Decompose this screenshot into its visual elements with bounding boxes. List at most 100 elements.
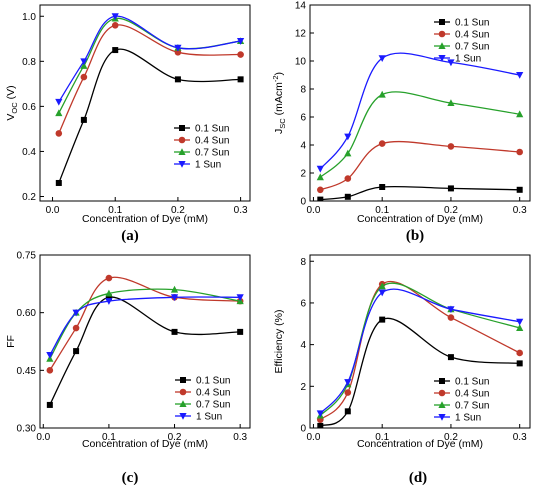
- y-tick-label: 2: [300, 382, 306, 393]
- series-0-7-sun-marker-4: [516, 324, 524, 331]
- series-1-sun-marker-2: [105, 298, 113, 305]
- series-0-7-sun: [55, 14, 245, 117]
- series-0-1-sun-marker-2: [379, 184, 386, 190]
- x-tick-label: 0.1: [102, 432, 116, 443]
- legend-0-4-sun-marker-0: [438, 389, 446, 397]
- legend-label-0-1-sun: 0.1 Sun: [195, 124, 229, 135]
- chart-panel-3: 0.0 0.1 0.2 0.3 0 2 4 6 8 Concentration of Dye (m…: [273, 254, 531, 486]
- chart-panel-1: 0.0 0.1 0.2 0.3 0 2 4 6 8 10 12 14 Concentration of …: [271, 1, 531, 244]
- legend-0-4-sun-marker-0: [438, 30, 446, 38]
- x-tick-label: 0.2: [444, 205, 458, 216]
- series-1-sun: [46, 294, 244, 359]
- series-1-sun-marker-1: [80, 58, 88, 66]
- x-tick-label: 0.3: [513, 205, 527, 216]
- series-1-sun-marker-1: [72, 309, 80, 317]
- series-0-7-sun-marker-2: [378, 282, 386, 290]
- series-0-1-sun-marker-2: [105, 294, 112, 301]
- series-0-4-sun-marker-1: [344, 389, 352, 396]
- y-tick-label: 1.0: [22, 12, 36, 23]
- legend-label-0-7-sun: 0.7 Sun: [196, 400, 230, 411]
- legend-label-0-7-sun: 0.7 Sun: [195, 148, 229, 159]
- y-tick-label: 8: [300, 257, 306, 268]
- y-tick-label: 6: [300, 113, 306, 124]
- series-0-1-sun-marker-3: [174, 76, 181, 83]
- series-0-7-sun-line: [319, 282, 520, 416]
- x-tick-label: 0.3: [513, 432, 527, 443]
- series-0-1-sun-marker-2: [112, 47, 119, 54]
- legend-1-sun-marker-0: [179, 413, 187, 420]
- series-0-4-sun-marker-4: [516, 349, 523, 357]
- series-1-sun-marker-3: [447, 59, 455, 67]
- legend-0-4-sun-marker-0: [178, 136, 186, 144]
- series-1-sun-marker-3: [170, 294, 179, 302]
- y-tick-label: 0.2: [22, 192, 36, 203]
- series-1-sun: [316, 288, 524, 418]
- x-axis-title: Concentration of Dye (mM): [82, 438, 208, 450]
- x-tick-label: 0.2: [171, 205, 185, 216]
- series-0-1-sun-marker-1: [80, 116, 87, 123]
- panel-caption: (d): [409, 470, 427, 486]
- series-1-sun: [55, 13, 245, 106]
- legend-label-0-1-sun: 0.1 Sun: [455, 377, 489, 388]
- series-1-sun-marker-2: [378, 55, 386, 62]
- x-tick-label: 0.1: [108, 205, 122, 216]
- series-1-sun-marker-1: [344, 133, 352, 141]
- series-0-7-sun-marker-1: [80, 62, 88, 69]
- series-1-sun-marker-4: [236, 294, 244, 302]
- y-tick-label: 10: [295, 57, 307, 68]
- series-0-1-sun-marker-0: [55, 179, 62, 186]
- chart-panel-0: 0.0 0.1 0.2 0.3 0.2 0.4 0.6 0.8 1.0 Concentration…: [5, 4, 251, 244]
- series-0-7-sun-marker-1: [344, 149, 352, 157]
- series-1-sun-marker-2: [378, 289, 386, 297]
- x-tick-label: 0.0: [306, 205, 320, 216]
- series-1-sun-marker-3: [447, 306, 455, 313]
- y-tick-label: 0.6: [22, 102, 36, 113]
- x-tick-label: 0.2: [444, 432, 458, 443]
- legend-0-7-sun-marker-0: [438, 401, 446, 408]
- series-0-1-sun-marker-4: [237, 328, 244, 335]
- series-1-sun-marker-4: [516, 72, 524, 79]
- y-tick-label: 0.8: [22, 57, 36, 68]
- series-0-1-sun-marker-3: [447, 354, 454, 361]
- x-tick-label: 0.1: [375, 205, 389, 216]
- series-1-sun: [316, 52, 524, 173]
- x-tick-label: 0.1: [375, 432, 389, 443]
- legend-0-1-sun-marker-0: [179, 125, 185, 131]
- x-tick-label: 0.0: [36, 432, 50, 443]
- y-tick-label: 8: [300, 85, 306, 96]
- x-tick-label: 0.2: [168, 432, 182, 443]
- legend-0-7-sun-marker-0: [178, 148, 186, 155]
- x-tick-label: 0.3: [233, 432, 247, 443]
- series-0-1-sun-marker-2: [379, 316, 386, 323]
- y-tick-label: 0: [300, 197, 306, 208]
- series-0-7-sun-marker-0: [55, 109, 63, 117]
- plot-frame: [39, 254, 251, 429]
- panel-caption: (c): [122, 470, 139, 486]
- y-tick-label: 0.60: [17, 308, 37, 319]
- y-tick-label: 0.75: [17, 251, 37, 262]
- series-0-4-sun-marker-0: [317, 186, 324, 194]
- series-0-1-sun-marker-0: [317, 422, 324, 428]
- y-tick-label: 2: [300, 169, 306, 180]
- series-0-7-sun-marker-4: [516, 110, 524, 118]
- legend-label-0-1-sun: 0.1 Sun: [455, 18, 489, 29]
- series-0-1-sun-marker-4: [237, 76, 244, 83]
- series-0-4-sun-marker-1: [344, 175, 352, 182]
- legend-label-0-4-sun: 0.4 Sun: [455, 389, 489, 400]
- series-1-sun-marker-0: [46, 351, 54, 359]
- series-0-4-sun-marker-4: [237, 51, 244, 58]
- legend-0-7-sun-marker-0: [179, 400, 187, 407]
- legend-label-0-4-sun: 0.4 Sun: [196, 388, 230, 399]
- series-0-4-sun-marker-1: [80, 73, 88, 81]
- legend-0-4-sun-marker-0: [179, 388, 187, 396]
- panel-caption: (a): [121, 228, 139, 244]
- y-tick-label: 0.4: [22, 147, 36, 158]
- series-0-7-sun-marker-2: [378, 90, 386, 98]
- series-1-sun-marker-0: [316, 165, 324, 173]
- series-0-4-sun-marker-2: [111, 21, 119, 29]
- x-tick-label: 0.0: [306, 432, 320, 443]
